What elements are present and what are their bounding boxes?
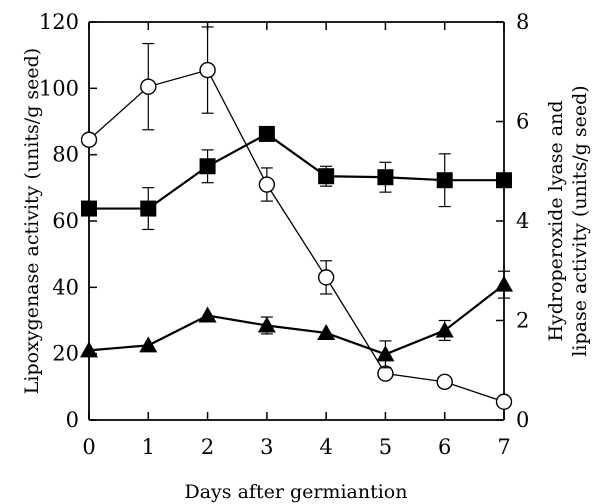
right-y-tick-label: 6	[516, 110, 529, 134]
data-point-square	[258, 125, 275, 142]
right-y-tick-label: 0	[516, 408, 529, 432]
data-point-square	[377, 169, 394, 186]
left-y-tick-label: 40	[52, 275, 79, 299]
left-y-tick-label: 20	[52, 342, 79, 366]
left-y-axis-title: Lipoxygenase activity (units/g seed)	[21, 48, 43, 394]
data-point-square	[496, 172, 512, 189]
left-y-tick-label: 60	[52, 209, 79, 233]
x-tick-label: 6	[438, 435, 451, 459]
x-axis-title: Days after germiantion	[185, 481, 408, 503]
right-y-tick-label: 2	[516, 309, 529, 333]
data-point-triangle	[257, 316, 276, 333]
data-point-square	[436, 172, 453, 189]
x-tick-label: 4	[319, 435, 332, 459]
series-filled-square	[81, 125, 512, 231]
right-y-tick-label: 8	[516, 10, 529, 34]
left-y-tick-label: 100	[39, 76, 79, 100]
data-point-triangle	[139, 336, 158, 353]
left-y-tick-label: 80	[52, 143, 79, 167]
data-point-circle	[140, 78, 157, 95]
left-y-tick-label: 0	[66, 408, 79, 432]
series-layer	[80, 26, 513, 410]
data-point-circle	[199, 61, 216, 79]
x-tick-label: 1	[142, 435, 155, 459]
series-open-circle	[80, 26, 513, 410]
right-y-axis-title-line-2: lipase activity (units/g seed)	[569, 85, 591, 356]
series-filled-triangle	[80, 270, 513, 369]
x-tick-label: 5	[379, 435, 392, 459]
data-point-triangle	[376, 345, 395, 362]
series-line	[89, 132, 504, 210]
data-point-square	[81, 200, 97, 217]
data-point-circle	[258, 176, 276, 193]
data-point-square	[318, 168, 335, 185]
data-point-square	[199, 158, 216, 175]
data-point-triangle	[495, 275, 513, 292]
x-tick-label: 2	[201, 435, 214, 459]
right-y-tick-label: 4	[516, 209, 529, 233]
data-point-circle	[317, 269, 335, 286]
series-line	[88, 69, 505, 403]
data-point-circle	[436, 373, 453, 391]
left-y-tick-label: 120	[39, 10, 79, 34]
data-point-triangle	[80, 341, 98, 358]
series-line	[88, 283, 505, 356]
data-point-circle	[80, 131, 98, 148]
data-point-triangle	[198, 306, 217, 323]
data-point-triangle	[317, 323, 336, 340]
right-y-axis-title-line-1: Hydroperoxide lyase and	[545, 100, 567, 341]
x-tick-label: 7	[497, 435, 510, 459]
x-tick-label: 3	[260, 435, 273, 459]
x-tick-label: 0	[82, 435, 95, 459]
data-point-triangle	[435, 321, 454, 338]
data-point-square	[140, 200, 157, 217]
data-point-circle	[495, 393, 513, 410]
